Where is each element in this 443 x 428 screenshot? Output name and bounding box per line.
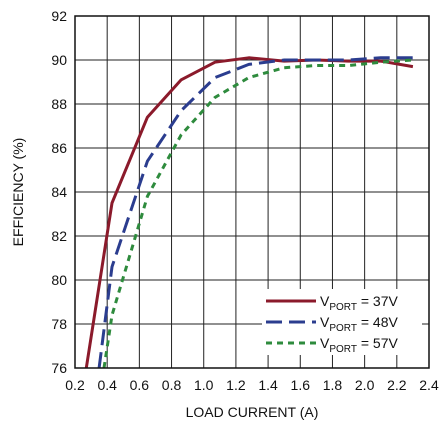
x-tick-label: 1.6 bbox=[291, 377, 311, 393]
x-tick-label: 0.6 bbox=[130, 377, 150, 393]
x-tick-label: 0.2 bbox=[65, 377, 85, 393]
x-tick-label: 1.4 bbox=[258, 377, 278, 393]
plot-frame bbox=[74, 15, 430, 369]
y-tick-label: 90 bbox=[51, 52, 67, 68]
y-axis-label: EFFICIENCY (%) bbox=[10, 138, 26, 247]
series-lines bbox=[84, 56, 414, 368]
series-line-1 bbox=[97, 56, 413, 368]
y-tick-label: 78 bbox=[51, 316, 67, 332]
x-tick-label: 1.0 bbox=[194, 377, 214, 393]
y-tick-label: 84 bbox=[51, 184, 67, 200]
x-tick-label: 2.2 bbox=[387, 377, 407, 393]
x-tick-label: 1.8 bbox=[323, 377, 343, 393]
x-tick-label: 0.8 bbox=[162, 377, 182, 393]
y-tick-label: 82 bbox=[51, 228, 67, 244]
tick-labels: 0.2 0.4 0.6 0.8 1.0 1.2 1.4 1.6 1.8 2.0 2.2 2.4 76 78… bbox=[51, 8, 439, 393]
y-tick-label: 80 bbox=[51, 272, 67, 288]
y-tick-label: 86 bbox=[51, 140, 67, 156]
series-line-0 bbox=[84, 56, 414, 368]
x-tick-label: 1.2 bbox=[226, 377, 246, 393]
y-tick-label: 88 bbox=[51, 96, 67, 112]
y-tick-label: 92 bbox=[51, 8, 67, 24]
x-tick-label: 2.0 bbox=[355, 377, 375, 393]
y-tick-label: 76 bbox=[51, 360, 67, 376]
x-tick-label: 0.4 bbox=[97, 377, 117, 393]
legend-label-0: VPORT = 37V bbox=[320, 293, 398, 313]
legend-label-2: VPORT = 57V bbox=[320, 335, 398, 355]
series-line-2 bbox=[102, 58, 414, 368]
x-tick-label: 2.4 bbox=[419, 377, 439, 393]
legend-label-1: VPORT = 48V bbox=[320, 314, 398, 334]
x-axis-label: LOAD CURRENT (A) bbox=[186, 404, 319, 420]
